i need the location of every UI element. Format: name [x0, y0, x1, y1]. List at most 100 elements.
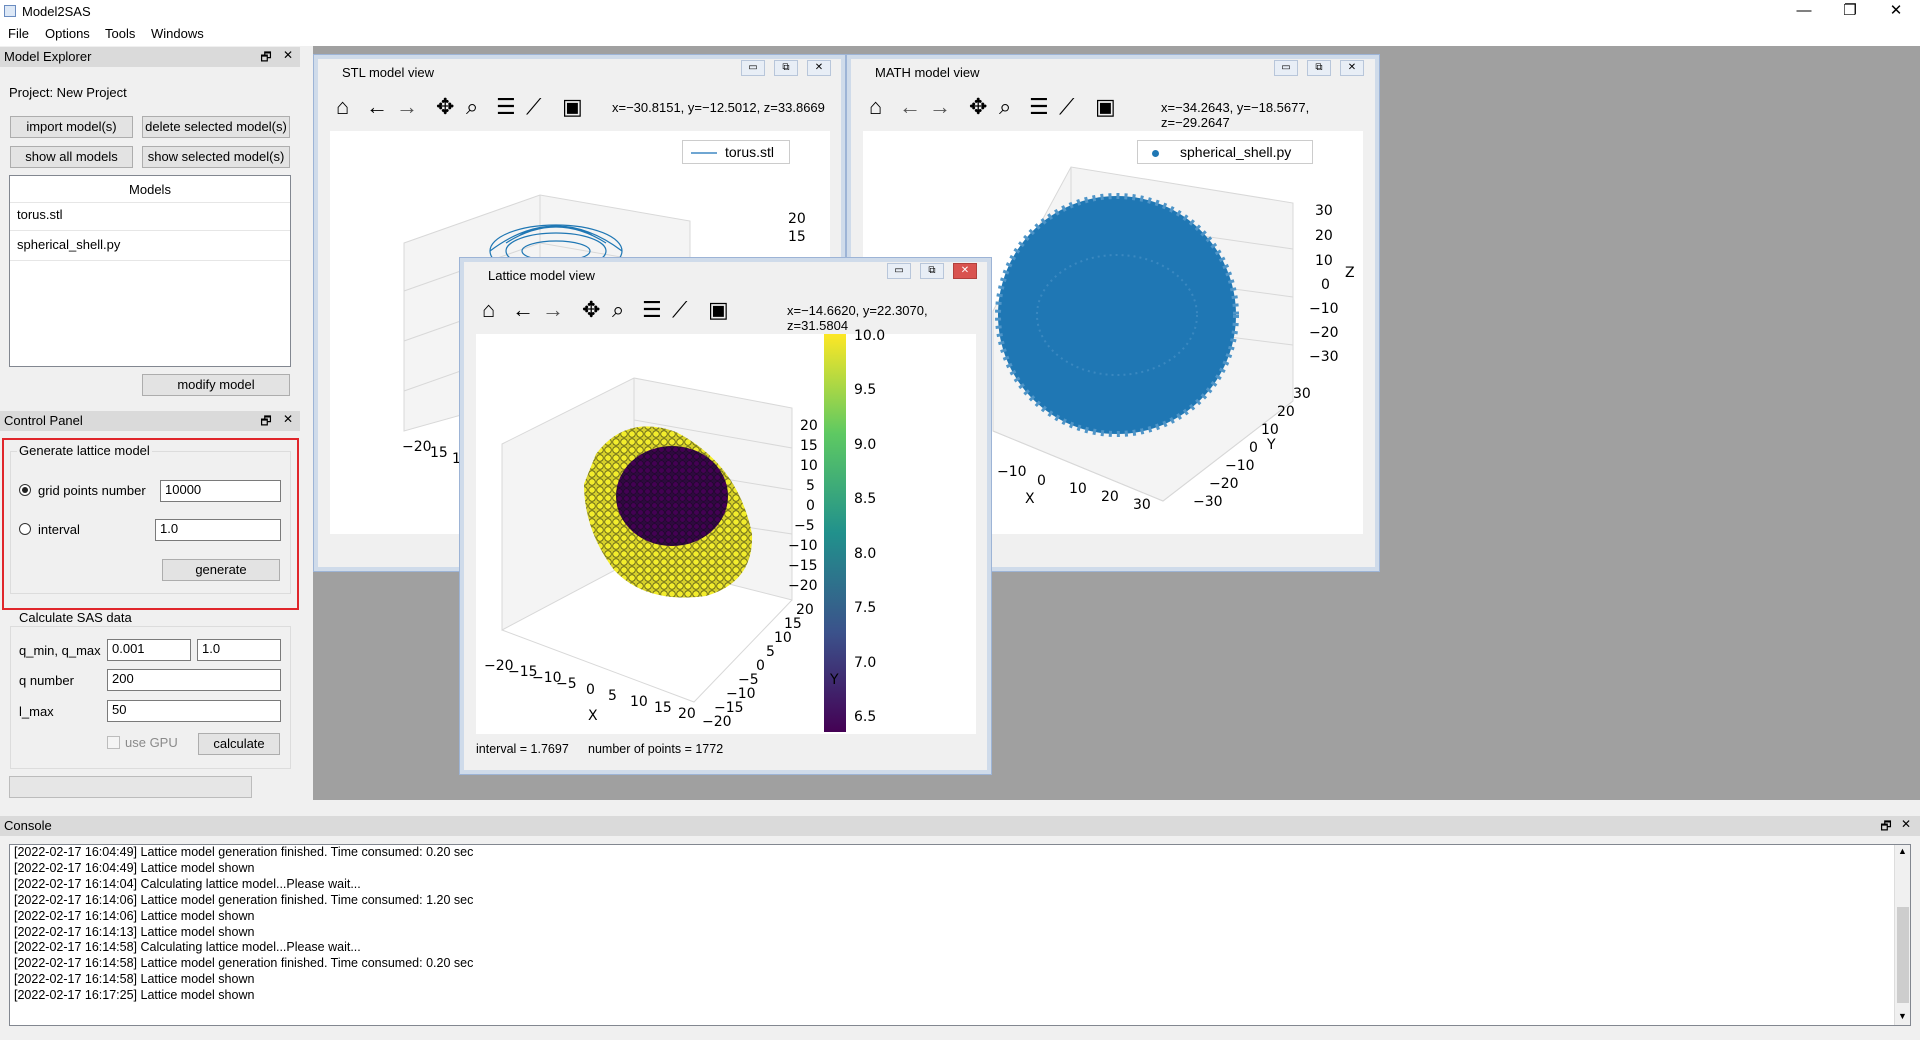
save-icon[interactable]: ▣ [1095, 94, 1116, 119]
control-panel-header: Control Panel 🗗 ✕ [0, 411, 300, 431]
colorbar-tick: 10.0 [854, 328, 886, 344]
log-line: [2022-02-17 16:14:06] Lattice model gene… [14, 892, 474, 907]
close-icon[interactable]: ✕ [1340, 60, 1364, 76]
close-icon[interactable]: ✕ [282, 412, 294, 426]
calculate-button[interactable]: calculate [198, 733, 280, 755]
edit-axis-icon[interactable]: ⟋ [1059, 94, 1075, 119]
import-models-button[interactable]: import model(s) [10, 116, 133, 138]
grid-points-label: grid points number [38, 483, 146, 498]
scroll-up-icon[interactable]: ▲ [1898, 846, 1907, 856]
close-icon[interactable]: ✕ [953, 263, 977, 279]
z-tick: −5 [794, 518, 815, 534]
q-min-input[interactable]: 0.001 [107, 639, 191, 661]
close-icon[interactable]: ✕ [282, 48, 294, 62]
model-explorer-header: Model Explorer 🗗 ✕ [0, 47, 300, 67]
save-icon[interactable]: ▣ [708, 297, 729, 322]
zoom-icon[interactable]: ⌕ [612, 297, 625, 322]
minimize-button[interactable]: — [1796, 2, 1812, 19]
close-icon[interactable]: ✕ [1900, 817, 1912, 831]
configure-icon[interactable]: ☰ [1029, 94, 1049, 119]
float-icon[interactable]: 🗗 [1880, 819, 1892, 833]
lattice-model-window: Lattice model view ▭ ⧉ ✕ ⌂ ← → ✥ ⌕ ☰ ⟋ ▣… [459, 257, 992, 775]
use-gpu-checkbox[interactable] [107, 736, 120, 749]
menu-tools[interactable]: Tools [105, 26, 136, 41]
q-number-input[interactable]: 200 [107, 669, 281, 691]
minimize-icon[interactable]: ▭ [1274, 60, 1298, 76]
console-output[interactable]: [2022-02-17 16:04:49] Lattice model gene… [9, 844, 1911, 1026]
console-header: Console 🗗 ✕ [0, 816, 1920, 836]
pan-icon[interactable]: ✥ [436, 94, 455, 119]
menu-file[interactable]: File [8, 26, 29, 41]
interval-input[interactable]: 1.0 [155, 519, 281, 541]
menu-options[interactable]: Options [45, 26, 90, 41]
back-icon[interactable]: ← [899, 94, 921, 119]
float-icon[interactable]: 🗗 [260, 50, 272, 64]
x-tick: 10 [1069, 481, 1087, 497]
generate-button[interactable]: generate [162, 559, 280, 581]
menu-windows[interactable]: Windows [151, 26, 204, 41]
x-tick: 15 [430, 445, 448, 461]
l-max-input[interactable]: 50 [107, 700, 281, 722]
home-icon[interactable]: ⌂ [869, 94, 883, 119]
close-icon[interactable]: ✕ [807, 60, 831, 76]
colorbar-tick: 9.5 [854, 382, 877, 398]
configure-icon[interactable]: ☰ [642, 297, 662, 322]
pan-icon[interactable]: ✥ [969, 94, 988, 119]
lattice-window-title: Lattice model view [488, 268, 595, 283]
scrollbar-thumb[interactable] [1897, 907, 1909, 1003]
grid-points-radio[interactable] [19, 484, 31, 496]
x-tick: 20 [1101, 489, 1119, 505]
grid-points-input[interactable]: 10000 [160, 480, 281, 502]
home-icon[interactable]: ⌂ [336, 94, 350, 119]
stl-toolbar: ⌂ ← → ✥ ⌕ ☰ ⟋ ▣ x=−30.8151, y=−12.5012, … [336, 95, 836, 125]
y-tick: 30 [1293, 386, 1311, 402]
restore-icon[interactable]: ⧉ [774, 60, 798, 76]
console-scrollbar[interactable]: ▲ ▼ [1894, 845, 1910, 1025]
y-tick: 5 [766, 644, 775, 660]
minimize-icon[interactable]: ▭ [887, 263, 911, 279]
y-tick: −30 [1193, 494, 1223, 510]
y-tick: −15 [714, 700, 744, 716]
list-item[interactable]: spherical_shell.py [17, 237, 121, 252]
edit-axis-icon[interactable]: ⟋ [672, 297, 688, 322]
math-window-title: MATH model view [875, 65, 980, 80]
maximize-button[interactable]: ❐ [1843, 2, 1857, 19]
restore-icon[interactable]: ⧉ [920, 263, 944, 279]
q-max-input[interactable]: 1.0 [197, 639, 281, 661]
home-icon[interactable]: ⌂ [482, 297, 496, 322]
lattice-plot[interactable]: 10.0 9.5 9.0 8.5 8.0 7.5 7.0 6.5 20 15 1… [476, 328, 976, 734]
delete-selected-models-button[interactable]: delete selected model(s) [142, 116, 290, 138]
project-label: Project: New Project [9, 85, 127, 100]
colorbar-tick: 6.5 [854, 709, 877, 725]
back-icon[interactable]: ← [366, 94, 388, 119]
x-tick: 10 [630, 694, 648, 710]
pan-icon[interactable]: ✥ [582, 297, 601, 322]
close-button[interactable]: ✕ [1889, 2, 1903, 19]
zoom-icon[interactable]: ⌕ [466, 94, 479, 119]
float-icon[interactable]: 🗗 [260, 414, 272, 428]
save-icon[interactable]: ▣ [562, 94, 583, 119]
edit-axis-icon[interactable]: ⟋ [526, 94, 542, 119]
configure-icon[interactable]: ☰ [496, 94, 516, 119]
z-tick: 20 [788, 211, 806, 227]
zoom-icon[interactable]: ⌕ [999, 94, 1012, 119]
interval-radio[interactable] [19, 523, 31, 535]
forward-icon[interactable]: → [542, 297, 564, 322]
modify-model-button[interactable]: modify model [142, 374, 290, 396]
models-list[interactable]: Models torus.stl spherical_shell.py [9, 175, 291, 367]
back-icon[interactable]: ← [512, 297, 534, 322]
z-tick: 20 [800, 418, 818, 434]
forward-icon[interactable]: → [929, 94, 951, 119]
scroll-down-icon[interactable]: ▼ [1898, 1011, 1907, 1021]
minimize-icon[interactable]: ▭ [741, 60, 765, 76]
log-line: [2022-02-17 16:04:49] Lattice model gene… [14, 845, 474, 859]
log-line: [2022-02-17 16:14:58] Calculating lattic… [14, 940, 361, 955]
restore-icon[interactable]: ⧉ [1307, 60, 1331, 76]
list-item[interactable]: torus.stl [17, 207, 63, 222]
show-selected-models-button[interactable]: show selected model(s) [142, 146, 290, 168]
y-tick: 15 [784, 616, 802, 632]
log-line: [2022-02-17 16:04:49] Lattice model show… [14, 860, 255, 875]
show-all-models-button[interactable]: show all models [10, 146, 133, 168]
z-tick: 15 [788, 229, 806, 245]
forward-icon[interactable]: → [396, 94, 418, 119]
